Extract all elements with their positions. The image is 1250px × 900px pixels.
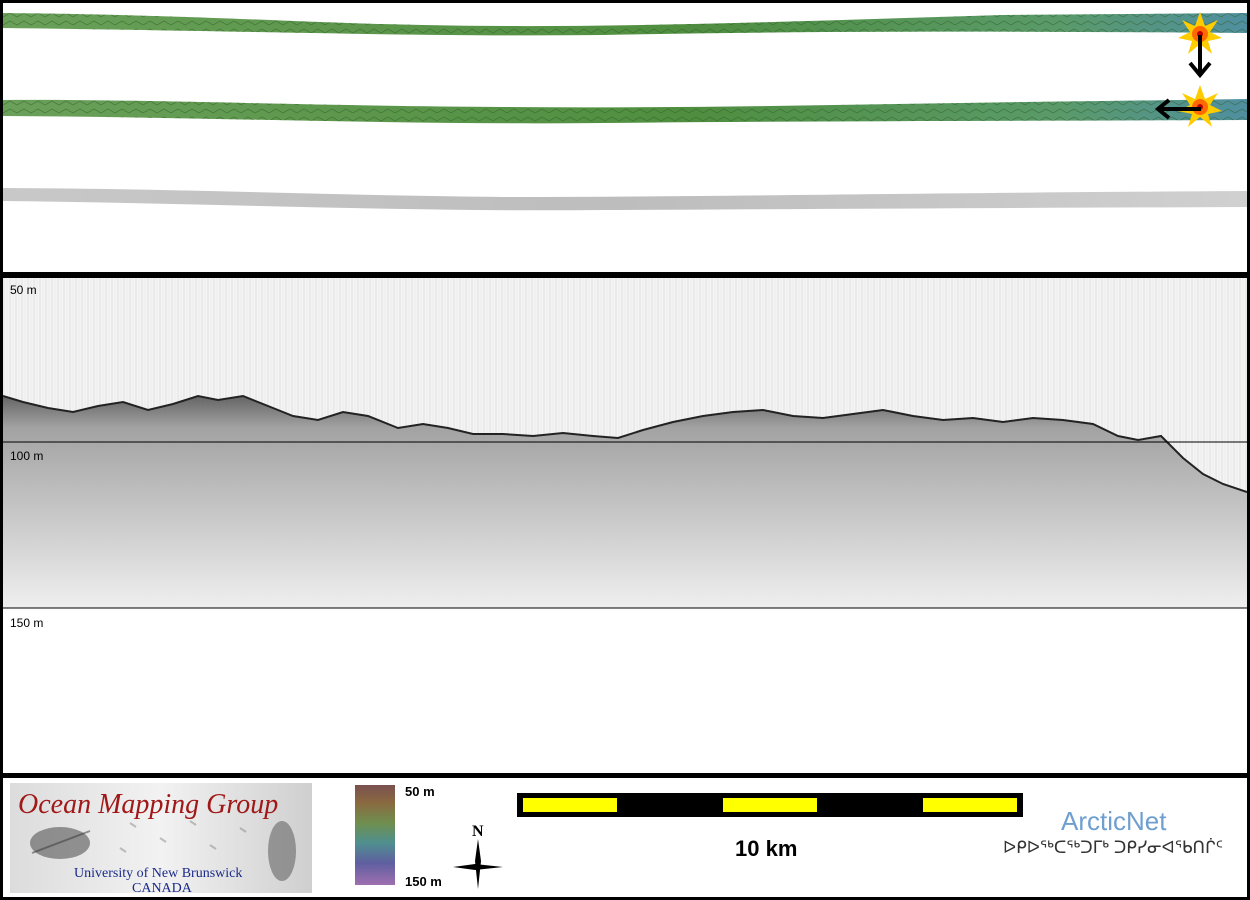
ocean-mapping-group-logo: Ocean Mapping Group University of New Br… (10, 783, 312, 893)
swath-map-panel (3, 3, 1247, 272)
subbottom-profile-panel: 50 m 100 m 150 m (3, 278, 1247, 773)
depth-colorbar (355, 785, 395, 885)
scale-bar (517, 793, 1023, 817)
colorbar-bottom-label: 150 m (405, 874, 442, 889)
footer: Ocean Mapping Group University of New Br… (3, 778, 1247, 897)
colorbar-top-label: 50 m (405, 784, 435, 799)
depth-label-50: 50 m (10, 283, 37, 297)
backscatter-swath (3, 188, 1247, 211)
logo-subtitle: University of New Brunswick (74, 866, 243, 881)
arrow-left-icon (1154, 98, 1201, 120)
depth-label-150: 150 m (10, 616, 44, 630)
arrow-down-icon (1188, 35, 1212, 79)
scale-bar-segment (523, 798, 617, 812)
scale-bar-segment (723, 798, 817, 812)
profile-image (3, 278, 1247, 609)
swath-strips (3, 12, 1247, 211)
arcticnet-syllabics: ᐅᑭᐅᖅᑕᖅᑐᒥᒃ ᑐᑭᓯᓂᐊᖃᑎᒌᑦ (1003, 838, 1224, 857)
seafloor-reflector (3, 396, 1247, 608)
scale-bar-label: 10 km (735, 836, 798, 861)
north-arrow-icon: N (453, 823, 503, 889)
scale-bar-segment (923, 798, 1017, 812)
depth-label-100: 100 m (10, 449, 44, 463)
logo-country: CANADA (132, 881, 192, 893)
logo-background-art (30, 820, 296, 881)
north-label: N (472, 823, 484, 840)
logo-title: Ocean Mapping Group (18, 789, 279, 820)
arcticnet-logo: ArcticNet (1061, 806, 1167, 836)
